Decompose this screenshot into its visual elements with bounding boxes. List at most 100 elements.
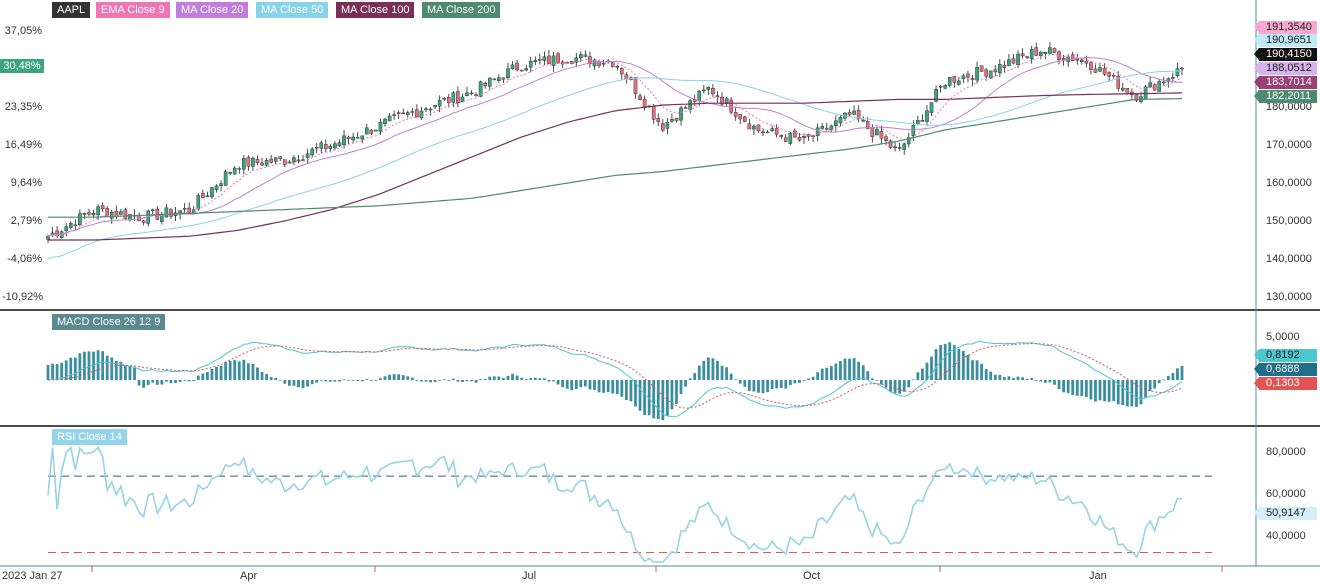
macd-histogram-bar [401, 375, 405, 380]
macd-histogram-bar [679, 380, 683, 395]
macd-histogram-bar [688, 378, 692, 380]
macd-histogram-bar [260, 371, 264, 380]
candle-body [437, 100, 442, 107]
candle-body [943, 85, 947, 89]
candle-body [201, 193, 205, 198]
rsi-panel [47, 445, 1212, 563]
macd-histogram-bar [561, 380, 565, 388]
macd-histogram-bar [1176, 368, 1179, 380]
candle-body [401, 112, 406, 115]
candle-body [1180, 67, 1184, 70]
macd-histogram-bar [807, 378, 810, 380]
macd-histogram-bar [925, 362, 929, 380]
macd-histogram-bar [246, 363, 250, 380]
macd-histogram-bar [665, 380, 669, 416]
candle-body [861, 120, 866, 122]
macd-histogram-bar [237, 361, 241, 380]
candle-body [1066, 56, 1070, 62]
candle-body [91, 212, 96, 216]
macd-histogram-bar [1071, 380, 1075, 396]
candle-body [296, 159, 301, 162]
macd-histogram-bar [779, 380, 783, 389]
legend-rsi[interactable]: RSI Close 14 [52, 429, 127, 445]
macd-histogram-bar [506, 375, 510, 380]
candle-body [865, 121, 870, 129]
candle-body [929, 102, 934, 113]
legend-ma-100[interactable]: MA Close 100 [336, 2, 415, 18]
macd-histogram-bar [124, 365, 127, 380]
candle-body [747, 123, 752, 130]
candle-body [715, 95, 720, 97]
macd-histogram-bar [224, 361, 228, 380]
macd-histogram-bar [966, 355, 970, 380]
candle-body [242, 158, 246, 170]
macd-histogram-bar [574, 380, 578, 390]
macd-histogram-bar [183, 380, 187, 381]
candle-body [579, 54, 583, 59]
macd-histogram-bar [1080, 380, 1084, 396]
macd-histogram-bar [798, 380, 801, 383]
macd-histogram-bar [333, 380, 337, 382]
macd-histogram-bar [110, 357, 114, 380]
rsi-axis-tick: 80,0000 [1266, 446, 1306, 458]
candle-body [838, 116, 843, 124]
macd-histogram-bar [656, 380, 660, 419]
candle-body [410, 111, 415, 113]
macd-histogram-bar [775, 380, 779, 389]
macd-histogram-bar [1002, 377, 1006, 380]
macd-histogram-bar [866, 371, 870, 380]
candle-body [487, 77, 492, 87]
macd-histogram-bar [83, 351, 86, 380]
macd-histogram-bar [265, 374, 269, 380]
macd-histogram-bar [169, 380, 173, 384]
macd-histogram-bar [429, 380, 432, 383]
candle-body [210, 187, 214, 198]
macd-histogram-bar [1098, 380, 1102, 401]
macd-histogram-bar [392, 374, 396, 380]
tag-last-price: 190,4150 [1254, 48, 1317, 61]
macd-histogram-bar [1053, 380, 1056, 385]
left-axis-label: 37,05% [4, 25, 42, 37]
legend-aapl[interactable]: AAPL [52, 2, 91, 18]
macd-histogram-bar [383, 376, 387, 380]
legend-ma-50[interactable]: MA Close 50 [256, 2, 329, 18]
candle-body [519, 69, 524, 72]
candle-body [251, 157, 255, 167]
candle-body [78, 213, 82, 225]
macd-histogram-bar [96, 350, 100, 380]
candle-body [478, 81, 483, 97]
legend-ma-200[interactable]: MA Close 200 [422, 2, 501, 18]
candle-body [610, 62, 615, 67]
candle-body [260, 162, 264, 166]
macd-histogram-bar [579, 380, 583, 388]
macd-histogram-bar [146, 380, 150, 385]
macd-histogram-bar [843, 358, 847, 380]
macd-histogram-bar [1121, 380, 1125, 406]
macd-histogram-bar [165, 380, 168, 382]
macd-histogram-bar [497, 376, 501, 380]
macd-histogram-bar [1057, 380, 1061, 390]
macd-histogram-bar [661, 380, 665, 421]
macd-histogram-bar [114, 360, 118, 380]
candle-body [852, 110, 856, 115]
candle-body [793, 130, 797, 138]
candle-body [797, 136, 802, 141]
macd-histogram-bar [693, 373, 697, 380]
legend-ema-9[interactable]: EMA Close 9 [96, 2, 170, 18]
macd-histogram-bar [474, 380, 478, 383]
candle-body [301, 159, 305, 161]
macd-histogram-bar [119, 361, 123, 380]
macd-histogram-bar [998, 374, 1002, 380]
candle-body [100, 205, 105, 210]
macd-histogram-bar [438, 380, 442, 381]
macd-histogram-bar [201, 373, 205, 380]
legend-macd[interactable]: MACD Close 26 12 9 [52, 314, 166, 330]
price-panel [46, 41, 1184, 260]
macd-histogram-bar [716, 360, 719, 380]
legend-ma-20[interactable]: MA Close 20 [176, 2, 249, 18]
macd-histogram-bar [1125, 380, 1129, 407]
candle-body [897, 147, 902, 149]
macd-histogram-bar [210, 368, 214, 380]
